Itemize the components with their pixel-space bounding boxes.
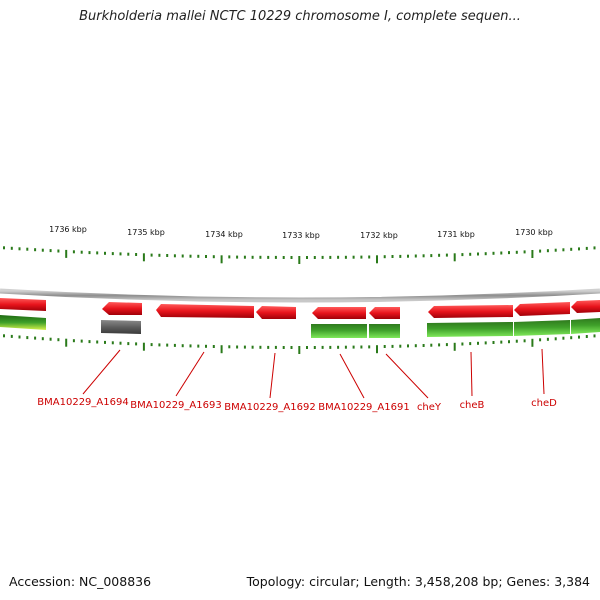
scale-label-1731: 1731 kbp [437,230,475,239]
gene-chey[interactable] [369,307,400,319]
gene-bma10229-a1693[interactable] [156,304,254,318]
gene-bma10229-a1694[interactable] [102,302,142,315]
gene-bma10229-a1691[interactable] [312,307,366,319]
gene-forward-right-edge[interactable] [571,300,600,313]
gene-cheb[interactable] [428,305,513,318]
inner-scale-ticks [3,334,596,354]
gene-reverse-c[interactable] [427,322,513,337]
gene-label-bma10229-a1691[interactable]: BMA10229_A1691 [318,402,409,413]
gene-reverse-b[interactable] [369,324,400,338]
gene-label-bma10229-a1692[interactable]: BMA10229_A1692 [224,402,315,413]
gene-reverse-d[interactable] [514,320,570,336]
gene-reverse-left-edge[interactable] [0,315,46,330]
gene-label-bma10229-a1694[interactable]: BMA10229_A1694 [37,397,128,408]
scale-label-1733: 1733 kbp [282,231,320,240]
outer-scale-ticks [3,246,596,264]
gene-label-cheb[interactable]: cheB [460,400,485,411]
scale-label-1736: 1736 kbp [49,225,87,234]
label-leader-lines [82,348,545,399]
chromosome-backbone [0,288,600,303]
gene-ched[interactable] [514,302,570,316]
scale-label-1735: 1735 kbp [127,228,165,237]
scale-label-1730: 1730 kbp [515,228,553,237]
genome-summary-text: Topology: circular; Length: 3,458,208 bp… [246,574,590,589]
gene-bma10229-a1692[interactable] [256,306,296,319]
gene-pseudo-grey[interactable] [101,320,141,334]
scale-label-1732: 1732 kbp [360,231,398,240]
gene-label-bma10229-a1693[interactable]: BMA10229_A1693 [130,400,221,411]
accession-text: Accession: NC_008836 [9,574,152,589]
scale-label-1734: 1734 kbp [205,230,243,239]
gene-reverse-right-edge[interactable] [571,318,600,334]
gene-reverse-a[interactable] [311,324,367,338]
map-title: Burkholderia mallei NCTC 10229 chromosom… [79,9,521,24]
gene-forward-left-edge[interactable] [0,298,46,311]
gene-label-chey[interactable]: cheY [417,402,442,413]
gene-label-ched[interactable]: cheD [531,398,557,409]
